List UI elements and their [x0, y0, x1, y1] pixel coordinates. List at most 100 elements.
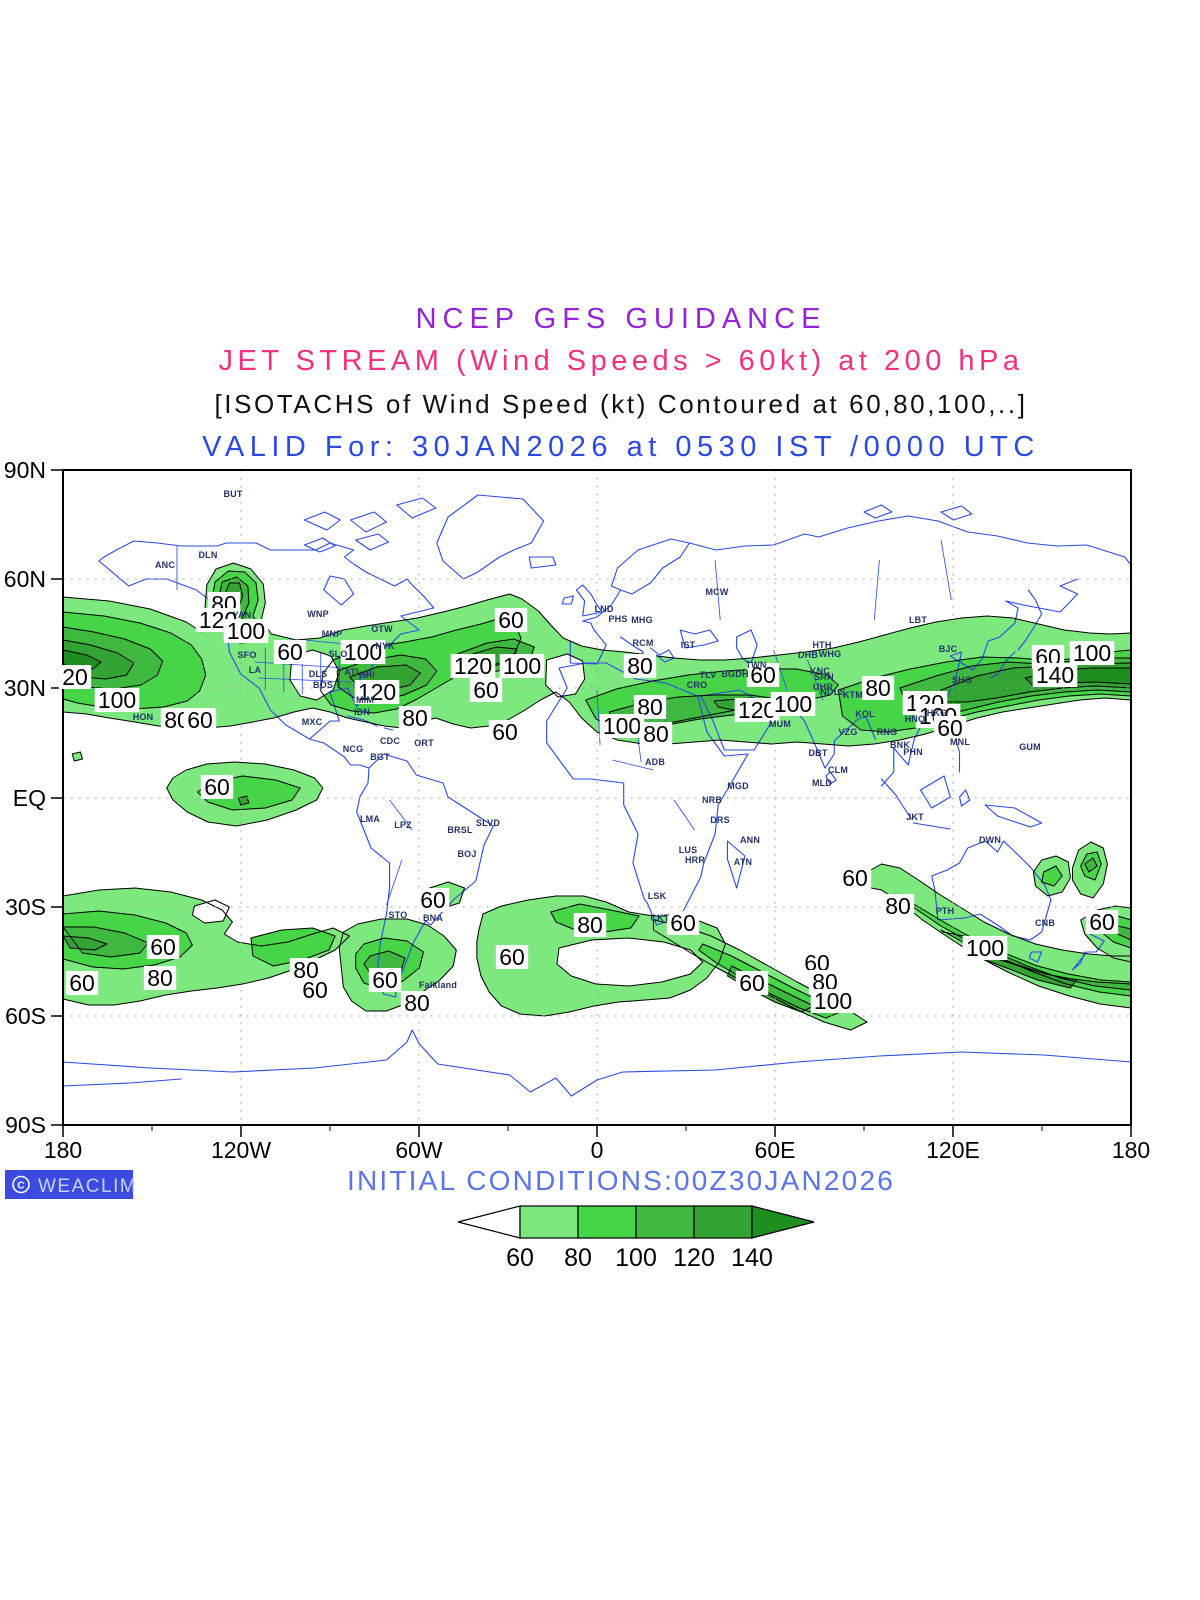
colorbar-label: 120 — [673, 1244, 715, 1272]
contour-label-box — [639, 722, 673, 746]
colorbar-right-arrow — [751, 1205, 815, 1239]
contour-label-box — [146, 935, 180, 959]
station-label: MNP — [322, 629, 343, 639]
station-label: GUM — [1019, 742, 1041, 752]
contour-label: 60 — [187, 707, 213, 733]
station-label: MHG — [631, 615, 653, 625]
station-label: HON — [133, 712, 154, 722]
page-title: NCEP GFS GUIDANCE — [416, 303, 827, 335]
logo-background — [5, 1170, 133, 1199]
station-code-labels: ANC BUT DLN YAN WNP MNP OTW NYK SLO SFO LA DLS ATLHH… — [133, 489, 1055, 990]
contour-label: 100 — [1073, 640, 1111, 666]
contour-label-box — [735, 971, 769, 995]
contour-label-box — [200, 775, 234, 799]
station-label: BNA — [423, 913, 443, 923]
x-tick-label: 180 — [44, 1137, 82, 1163]
station-label: CNB — [1035, 918, 1055, 928]
contour-label: 100 — [503, 653, 541, 679]
contour-label: 120 — [454, 653, 492, 679]
contour-label: 60 — [150, 934, 176, 960]
contour-label-box — [770, 692, 816, 716]
colorbar-label: 100 — [615, 1244, 657, 1272]
station-label: BGT — [370, 752, 390, 762]
contour-label: 20 — [62, 664, 88, 690]
station-label: HKG — [927, 708, 948, 718]
contour-label: 100 — [603, 713, 641, 739]
contour-label-box — [861, 676, 895, 700]
station-label: HNO — [905, 714, 926, 724]
station-label: TLV — [700, 670, 717, 680]
station-label: ANC — [155, 560, 175, 570]
contour-label: 80 — [643, 721, 669, 747]
contour-label: 80 — [865, 675, 891, 701]
contour-label: 80 — [577, 912, 603, 938]
longitude-axis: 180 120W 60W 0 60E 120E 180 — [44, 1125, 1150, 1163]
page-subtitle: JET STREAM (Wind Speeds > 60kt) at 200 h… — [219, 345, 1024, 377]
y-tick-label: EQ — [13, 785, 46, 811]
contour-label: 140 — [1036, 662, 1074, 688]
station-label: YAN — [233, 610, 252, 620]
station-label: OTW — [371, 624, 393, 634]
contour-label: 100 — [774, 691, 812, 717]
station-label: MUM — [769, 719, 791, 729]
station-label: MIM — [356, 695, 374, 705]
station-label: MXC — [302, 717, 323, 727]
station-label: STO — [389, 910, 408, 920]
logo-text: WEACLIM — [38, 1176, 137, 1197]
contour-label-box — [810, 989, 856, 1013]
y-tick-label: 60S — [5, 1003, 46, 1029]
colorbar-legend: 60 80 100 120 140 — [457, 1205, 815, 1272]
x-tick-label: 180 — [1112, 1137, 1150, 1163]
contour-label: 80 — [885, 893, 911, 919]
latitude-axis: 90N 60N 30N EQ 30S 60S 90S — [4, 457, 63, 1138]
colorbar-label: 140 — [731, 1244, 773, 1272]
contour-label: 60 — [302, 977, 328, 1003]
station-label: ATN — [734, 857, 752, 867]
station-label: NRB — [702, 795, 722, 805]
station-label: PHN — [903, 747, 923, 757]
station-label: CRO — [687, 680, 708, 690]
station-label: KTM — [843, 690, 863, 700]
contour-label: 60 — [277, 639, 303, 665]
station-label: ORT — [414, 738, 434, 748]
station-label: LND — [594, 604, 613, 614]
station-label: BUT — [223, 489, 242, 499]
contour-label-box — [65, 971, 99, 995]
station-label: BGDH — [721, 669, 748, 679]
contour-label-box — [962, 936, 1008, 960]
station-label: IST — [681, 640, 696, 650]
contour-label-box — [1085, 910, 1119, 934]
station-label: TWN — [745, 660, 766, 670]
station-label: CDC — [380, 736, 400, 746]
station-label: DRS — [710, 815, 730, 825]
copyright-letter: C — [17, 1181, 24, 1192]
station-label: SLO — [328, 649, 347, 659]
weaclim-logo: C WEACLIM — [5, 1170, 137, 1199]
contour-label-box — [933, 716, 967, 740]
contour-label: 80 — [402, 705, 428, 731]
contour-label-box — [450, 654, 496, 678]
station-label: CLM — [828, 765, 848, 775]
contour-label-box — [494, 608, 528, 632]
station-label: PHS — [608, 614, 627, 624]
x-tick-label: 60W — [395, 1137, 443, 1163]
y-tick-label: 90N — [4, 457, 46, 483]
contour-label-box — [354, 680, 400, 704]
station-label: DHB — [798, 650, 818, 660]
station-label: LPZ — [394, 820, 412, 830]
station-label: MLD — [812, 778, 832, 788]
station-label: ATL — [344, 667, 362, 677]
station-label: ADB — [645, 757, 665, 767]
contour-label: 60 — [473, 677, 499, 703]
y-tick-label: 60N — [4, 566, 46, 592]
coastlines — [63, 494, 1131, 1097]
station-label: NYK — [375, 641, 395, 651]
contour-label-box — [273, 640, 307, 664]
contour-label-box — [746, 663, 780, 687]
station-label: KOL — [855, 709, 875, 719]
colorbar-segment — [635, 1205, 695, 1239]
contour-label: 60 — [498, 607, 524, 633]
station-label: CKT — [650, 913, 669, 923]
